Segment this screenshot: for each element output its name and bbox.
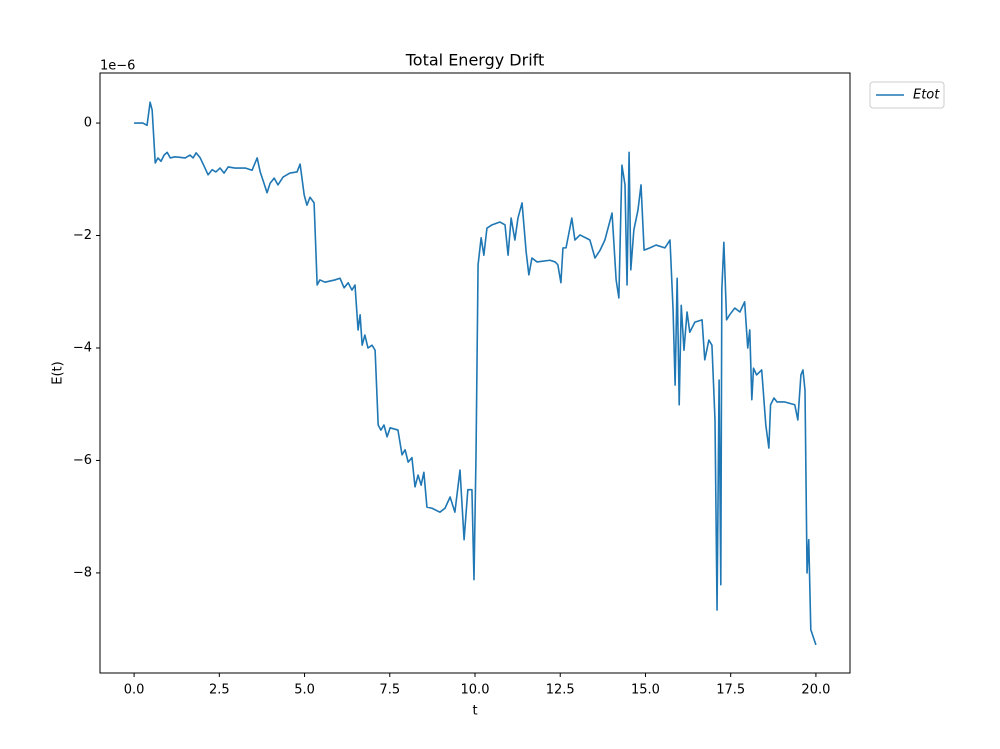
y-axis-label: E(t) xyxy=(51,361,66,384)
x-tick-label: 2.5 xyxy=(209,683,230,698)
data-line xyxy=(134,101,817,646)
legend-box xyxy=(869,81,945,109)
x-tick-label: 0.0 xyxy=(124,683,145,698)
y-tick-label: 0 xyxy=(84,116,92,131)
x-tick-label: 15.0 xyxy=(631,683,660,698)
legend-label: Etot xyxy=(913,88,940,103)
y-offset-label: 1e−6 xyxy=(100,59,135,74)
x-tick-label: 17.5 xyxy=(716,683,745,698)
y-tick-label: −2 xyxy=(73,228,92,243)
x-tick-label: 7.5 xyxy=(379,683,400,698)
y-tick-label: −8 xyxy=(73,565,92,580)
axes-frame xyxy=(99,72,851,674)
y-tick-label: −4 xyxy=(73,340,92,355)
x-tick-label: 10.0 xyxy=(461,683,490,698)
y-tick-label: −6 xyxy=(73,453,92,468)
x-tick-label: 20.0 xyxy=(801,683,830,698)
x-tick-label: 12.5 xyxy=(546,683,575,698)
x-axis-label: t xyxy=(472,704,477,719)
x-tick-label: 5.0 xyxy=(294,683,315,698)
chart-title: Total Energy Drift xyxy=(405,51,545,70)
legend: Etot xyxy=(869,81,945,109)
